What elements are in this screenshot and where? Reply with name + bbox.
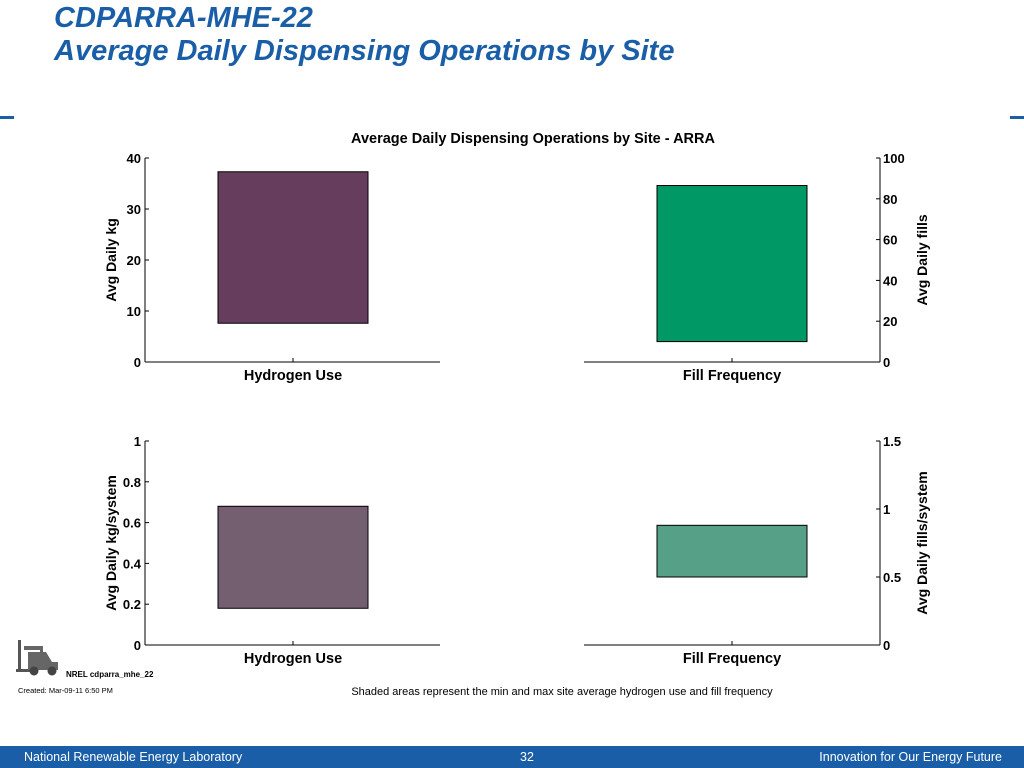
footer-bar: National Renewable Energy Laboratory 32 … <box>0 746 1024 768</box>
right-accent-mark <box>1010 116 1024 119</box>
category-label-fill-frequency: Fill Frequency <box>683 651 781 667</box>
right-tick-label: 1.5 <box>883 434 901 449</box>
created-timestamp: Created: Mar-09-11 6:50 PM <box>18 686 113 695</box>
left-axis-label: Avg Daily kg <box>103 218 119 302</box>
left-tick-label: 0.8 <box>123 475 141 490</box>
right-axis-label: Avg Daily fills/system <box>914 471 930 614</box>
slide-title-line2: Average Daily Dispensing Operations by S… <box>54 35 675 67</box>
nrel-figure-id: NREL cdparra_mhe_22 <box>66 670 154 679</box>
footer-tagline: Innovation for Our Energy Future <box>819 750 1002 764</box>
left-tick-label: 40 <box>127 151 141 166</box>
range-bar-fill-frequency <box>656 524 808 578</box>
left-tick-label: 0 <box>134 355 141 370</box>
right-tick-label: 80 <box>883 192 897 207</box>
category-label-fill-frequency: Fill Frequency <box>683 368 781 384</box>
right-tick-label: 1 <box>883 502 890 517</box>
right-tick-label: 40 <box>883 273 897 288</box>
right-axis-label: Avg Daily fills <box>914 214 930 306</box>
range-bar-hydrogen-use <box>217 505 369 609</box>
chart-panel-2: 0 0.2 0.4 0.6 0.8 1 0 0.5 1 1.5 Hydrogen Use Fill F… <box>103 434 930 667</box>
left-tick-label: 30 <box>127 202 141 217</box>
slide-title: CDPARRA-MHE-22 Average Daily Dispensing … <box>54 2 674 68</box>
right-tick-label: 0 <box>883 355 890 370</box>
forklift-icon <box>16 640 58 676</box>
right-tick-label: 0 <box>883 638 890 653</box>
slide-title-line1: CDPARRA-MHE-22 <box>54 2 313 34</box>
left-tick-label: 0 <box>134 638 141 653</box>
footer-organization: National Renewable Energy Laboratory <box>24 750 243 764</box>
right-tick-label: 60 <box>883 233 897 248</box>
left-tick-label: 0.4 <box>123 556 142 571</box>
left-tick-label: 20 <box>127 253 141 268</box>
left-tick-label: 10 <box>127 304 141 319</box>
range-bar-hydrogen-use <box>217 171 369 324</box>
right-tick-label: 0.5 <box>883 570 901 585</box>
left-accent-mark <box>0 116 14 119</box>
left-tick-label: 0.6 <box>123 516 141 531</box>
range-bar-fill-frequency <box>656 185 808 343</box>
right-tick-label: 20 <box>883 314 897 329</box>
shaded-area-note: Shaded areas represent the min and max s… <box>351 686 773 698</box>
left-axis-label: Avg Daily kg/system <box>103 475 119 611</box>
category-label-hydrogen-use: Hydrogen Use <box>244 651 342 667</box>
chart-panel-1: 0 10 20 30 40 0 20 40 60 80 100 Hydrogen Use Fill Fr… <box>103 151 930 384</box>
left-tick-label: 1 <box>134 434 141 449</box>
left-tick-label: 0.2 <box>123 597 141 612</box>
chart-figure: Average Daily Dispensing Operations by S… <box>103 131 930 698</box>
page-number: 32 <box>520 750 534 764</box>
right-tick-label: 100 <box>883 151 905 166</box>
chart-title: Average Daily Dispensing Operations by S… <box>351 131 715 147</box>
category-label-hydrogen-use: Hydrogen Use <box>244 368 342 384</box>
